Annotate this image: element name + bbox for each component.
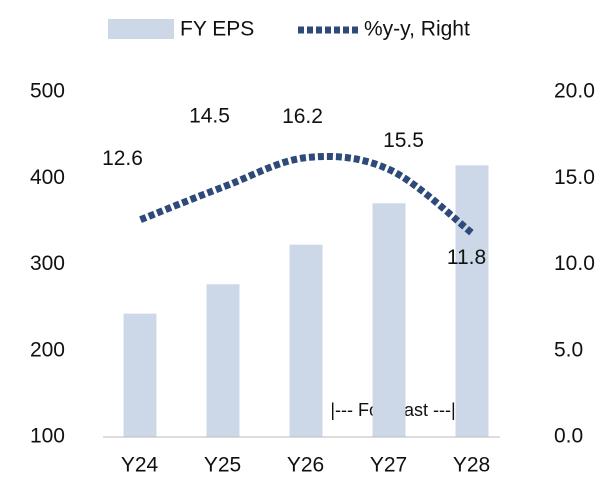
line [139, 152, 475, 237]
x-tick-label: Y28 [453, 454, 490, 477]
bar [123, 313, 157, 437]
x-tick-label: Y26 [287, 454, 324, 477]
y2-tick-label: 15.0 [554, 166, 595, 189]
bar [372, 203, 406, 437]
y-tick-label: 500 [30, 80, 65, 103]
y2-tick-label: 10.0 [554, 252, 595, 275]
data-label: 11.8 [447, 246, 486, 269]
x-tick-label: Y27 [370, 454, 407, 477]
y-tick-label: 100 [30, 425, 65, 448]
legend-swatch [108, 19, 174, 39]
bar [206, 284, 240, 437]
x-tick-label: Y25 [204, 454, 241, 477]
data-label: 16.2 [282, 105, 323, 128]
x-tick-label: Y24 [121, 454, 159, 477]
y2-tick-label: 20.0 [554, 80, 595, 103]
data-label: 15.5 [383, 129, 424, 152]
data-label: 12.6 [102, 147, 143, 170]
data-label: 14.5 [189, 104, 230, 127]
y-tick-label: 300 [30, 252, 65, 275]
y-tick-label: 200 [30, 338, 65, 361]
y2-tick-label: 0.0 [554, 425, 583, 448]
bar [289, 244, 323, 437]
y2-tick-label: 5.0 [554, 338, 583, 361]
legend-label: %y-y, Right [364, 18, 470, 41]
legend-label: FY EPS [180, 18, 254, 41]
y-tick-label: 400 [30, 166, 65, 189]
bar [455, 165, 489, 437]
